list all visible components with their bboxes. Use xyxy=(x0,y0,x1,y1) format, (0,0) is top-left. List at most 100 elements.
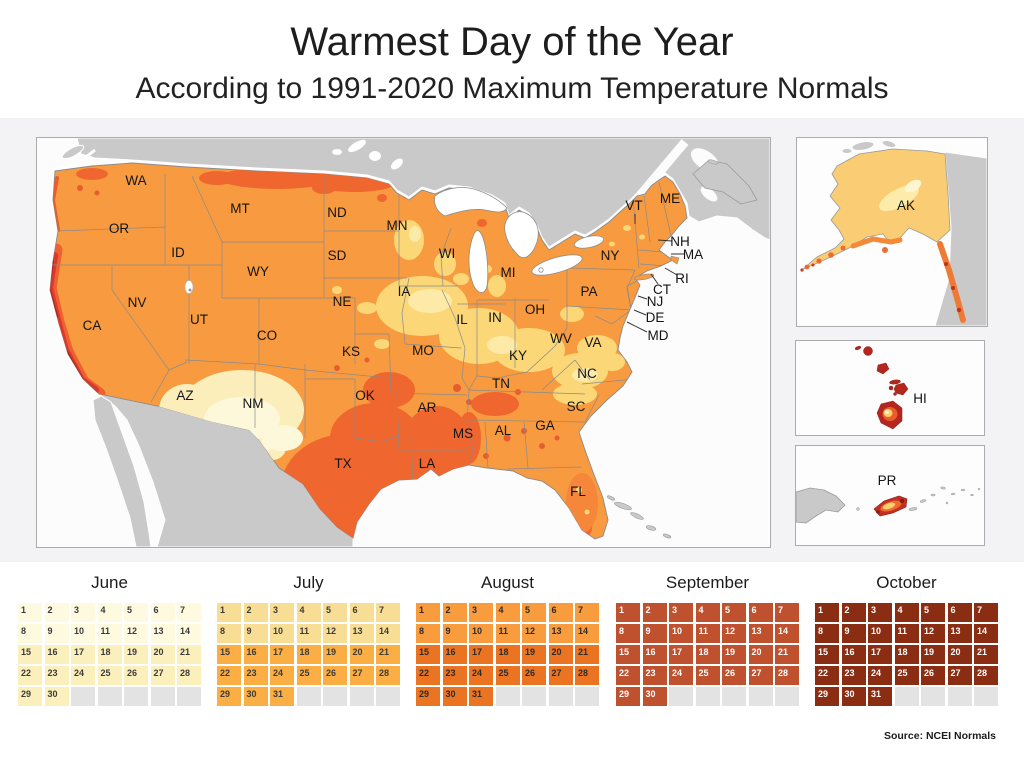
calendar-day-cell: 17 xyxy=(270,645,294,664)
calendar-day-cell: 3 xyxy=(469,603,493,622)
state-label-nd: ND xyxy=(327,205,347,220)
calendar-day-cell: 8 xyxy=(815,624,839,643)
calendar-day-cell: 24 xyxy=(71,666,95,685)
calendar-day-cell: 25 xyxy=(695,666,720,685)
state-label-in: IN xyxy=(488,310,502,325)
calendar-month-title: August xyxy=(481,573,534,592)
calendar-october: October 1 2 3 4 5 6 7 8 9 10 11 12 13 14 15 16 17 18 19 20 21… xyxy=(815,570,998,706)
calendar-day-cell: 17 xyxy=(71,645,95,664)
inset-label-ak: AK xyxy=(897,198,915,213)
calendar-day-cell: 19 xyxy=(722,645,746,664)
calendar-day-cell: 7 xyxy=(775,603,799,622)
calendar-day-cell: 26 xyxy=(921,666,945,685)
state-label-ia: IA xyxy=(398,284,411,299)
calendar-day-cell: 28 xyxy=(775,666,799,685)
calendar-day-cell: 8 xyxy=(616,624,640,643)
calendar-day-cell: 28 xyxy=(376,666,400,685)
calendar-day-cell: 12 xyxy=(522,624,546,643)
state-label-ms: MS xyxy=(453,426,473,441)
calendar-day-cell: 9 xyxy=(442,624,467,643)
calendar-day-cell: 5 xyxy=(722,603,746,622)
state-label-ct: CT xyxy=(653,282,671,297)
calendar-day-cell: 6 xyxy=(150,603,175,622)
mona-island xyxy=(856,507,860,511)
calendar-day-cell: 14 xyxy=(376,624,400,643)
calendar-day-cell: 20 xyxy=(349,645,374,664)
state-label-la: LA xyxy=(419,456,436,471)
calendar-empty-cell xyxy=(921,687,945,706)
calendar-day-cell: 10 xyxy=(669,624,693,643)
calendar-day-cell: 23 xyxy=(841,666,866,685)
calendar-day-cell: 6 xyxy=(947,603,972,622)
state-label-mi: MI xyxy=(501,265,516,280)
great-salt-lake xyxy=(184,280,194,294)
state-label-nj: NJ xyxy=(647,294,664,309)
leader-line xyxy=(657,239,673,242)
calendar-day-cell: 18 xyxy=(495,645,520,664)
virgin-islands xyxy=(908,486,981,511)
calendar-day-cell: 28 xyxy=(575,666,599,685)
calendar-day-cell: 19 xyxy=(124,645,148,664)
calendar-day-cell: 27 xyxy=(349,666,374,685)
state-label-wa: WA xyxy=(125,173,146,188)
calendar-day-cell: 22 xyxy=(217,666,241,685)
south-coast-fringe xyxy=(850,236,903,249)
label-leader-lines xyxy=(626,214,685,333)
calendar-day-cell: 30 xyxy=(44,687,69,706)
calendar-day-cell: 21 xyxy=(775,645,799,664)
puerto-rico-label-group: PR xyxy=(878,473,897,488)
calendar-day-cell: 19 xyxy=(921,645,945,664)
calendar-day-cell: 29 xyxy=(815,687,839,706)
calendar-grid: 1 2 3 4 5 6 7 8 9 10 11 12 13 14 15 16 17 18 19 20 21 22 23 24 2… xyxy=(18,603,201,706)
calendar-empty-cell xyxy=(296,687,321,706)
calendar-day-cell: 20 xyxy=(947,645,972,664)
calendar-day-cell: 22 xyxy=(18,666,42,685)
calendar-day-cell: 3 xyxy=(669,603,693,622)
leader-line xyxy=(664,267,678,276)
leader-line xyxy=(650,273,659,285)
calendar-day-cell: 25 xyxy=(97,666,122,685)
calendar-day-cell: 27 xyxy=(947,666,972,685)
calendar-day-cell: 6 xyxy=(349,603,374,622)
calendar-day-cell: 29 xyxy=(616,687,640,706)
state-label-wv: WV xyxy=(550,331,572,346)
calendar-empty-cell xyxy=(376,687,400,706)
calendar-day-cell: 13 xyxy=(548,624,573,643)
state-label-nh: NH xyxy=(670,234,690,249)
calendar-day-cell: 8 xyxy=(217,624,241,643)
calendar-empty-cell xyxy=(548,687,573,706)
calendar-day-cell: 11 xyxy=(894,624,919,643)
calendar-day-cell: 30 xyxy=(442,687,467,706)
state-label-vt: VT xyxy=(625,198,642,213)
calendar-day-cell: 9 xyxy=(44,624,69,643)
state-label-az: AZ xyxy=(176,388,193,403)
state-label-ne: NE xyxy=(333,294,352,309)
alaska-label-group: AK xyxy=(897,198,915,213)
state-label-tx: TX xyxy=(334,456,351,471)
canada-landmass xyxy=(54,138,770,248)
calendar-empty-cell xyxy=(323,687,347,706)
calendar-day-cell: 15 xyxy=(18,645,42,664)
state-label-il: IL xyxy=(456,312,468,327)
calendar-day-cell: 1 xyxy=(815,603,839,622)
state-label-ar: AR xyxy=(418,400,437,415)
calendar-empty-cell xyxy=(349,687,374,706)
calendar-empty-cell xyxy=(669,687,693,706)
calendar-day-cell: 4 xyxy=(894,603,919,622)
calendar-day-cell: 24 xyxy=(469,666,493,685)
calendar-day-cell: 15 xyxy=(616,645,640,664)
lake-huron xyxy=(504,211,539,259)
calendar-day-cell: 26 xyxy=(124,666,148,685)
calendar-empty-cell xyxy=(722,687,746,706)
calendar-day-cell: 29 xyxy=(18,687,42,706)
alaska-map: AK xyxy=(797,138,987,326)
calendar-day-cell: 22 xyxy=(815,666,839,685)
great-lakes xyxy=(434,187,605,293)
calendar-day-cell: 12 xyxy=(921,624,945,643)
calendar-day-cell: 3 xyxy=(868,603,892,622)
calendar-day-cell: 16 xyxy=(841,645,866,664)
state-label-wi: WI xyxy=(439,246,456,261)
calendar-day-cell: 13 xyxy=(150,624,175,643)
calendar-empty-cell xyxy=(71,687,95,706)
state-borders xyxy=(51,174,672,484)
